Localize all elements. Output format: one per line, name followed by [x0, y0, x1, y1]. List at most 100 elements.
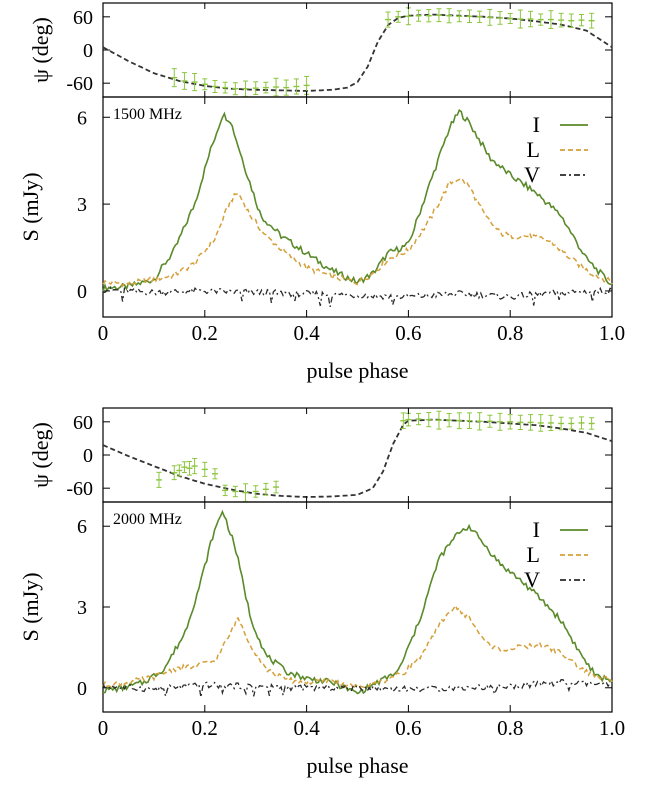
- pa-data-point: [415, 9, 422, 22]
- pa-data-point: [517, 9, 524, 29]
- legend-label-I: I: [533, 112, 540, 137]
- pa-ytick-label: 0: [83, 445, 93, 467]
- xtick-label: 0.6: [395, 321, 421, 345]
- pa-data-point: [547, 414, 554, 432]
- xtick-label: 0.4: [293, 716, 320, 740]
- series-I-line: [102, 108, 613, 293]
- xtick-label: 0: [98, 716, 109, 740]
- pa-data-point: [527, 10, 534, 28]
- legend-label-V: V: [524, 567, 540, 592]
- legend-label-L: L: [527, 137, 540, 162]
- pa-data-point: [476, 412, 483, 431]
- xtick-label: 0.2: [192, 716, 218, 740]
- pa-ytick-label: -60: [66, 73, 93, 95]
- flux-ylabel: S (mJy): [18, 572, 43, 641]
- xtick-label: 1.0: [599, 716, 625, 740]
- pa-data-point: [181, 72, 188, 90]
- pa-ytick-label: 60: [73, 7, 93, 29]
- legend: ILV: [524, 112, 588, 187]
- pa-data-point: [435, 410, 442, 430]
- flux-ytick-label: 6: [77, 516, 87, 538]
- legend: ILV: [524, 517, 588, 592]
- pa-data-point: [466, 9, 473, 24]
- pa-data-point: [293, 78, 300, 95]
- pa-panel-frame: [102, 2, 613, 98]
- pa-data-point: [425, 412, 432, 428]
- pa-data-point: [578, 13, 585, 27]
- pa-data-point: [191, 73, 198, 92]
- pa-data-point: [201, 461, 208, 477]
- pa-data-point: [273, 77, 280, 97]
- pa-data-point: [262, 81, 269, 94]
- xtick-label: 0.4: [293, 321, 320, 345]
- xtick-label: 1.0: [599, 321, 625, 345]
- pa-data-point: [588, 417, 595, 430]
- pa-data-point: [400, 412, 407, 430]
- pa-data-point: [405, 7, 412, 26]
- series-I-line: [102, 509, 613, 695]
- pa-data-point: [517, 414, 524, 431]
- pa-data-point: [242, 483, 249, 502]
- pa-panel-frame: [102, 407, 613, 503]
- xtick-label: 0.8: [497, 716, 523, 740]
- pa-data-point: [222, 484, 229, 497]
- frequency-label: 1500 MHz: [113, 106, 182, 123]
- pa-ylabel: ψ (deg): [28, 422, 53, 488]
- pa-data-point: [497, 412, 504, 431]
- pa-data-point: [155, 471, 162, 488]
- series-L-line: [102, 604, 613, 691]
- pa-data-point: [222, 81, 229, 94]
- series-V-line: [102, 679, 613, 699]
- pa-data-point: [415, 412, 422, 426]
- pa-data-point: [425, 9, 432, 23]
- pa-data-point: [405, 412, 412, 427]
- pa-data-point: [181, 461, 188, 474]
- flux-panel-frame: [102, 96, 613, 318]
- pa-ytick-label: 60: [73, 412, 93, 434]
- pa-data-point: [446, 8, 453, 24]
- pa-data-point: [242, 80, 249, 97]
- pa-data-point: [446, 412, 453, 428]
- pa-data-point: [497, 11, 504, 25]
- pa-data-point: [435, 8, 442, 23]
- pa-data-point: [252, 485, 259, 498]
- xtick-label: 0.6: [395, 716, 421, 740]
- xtick-label: 0.2: [192, 321, 218, 345]
- pa-data-point: [232, 82, 239, 96]
- frequency-label: 2000 MHz: [113, 511, 182, 528]
- pa-ylabel: ψ (deg): [28, 17, 53, 83]
- flux-ytick-label: 6: [77, 107, 87, 129]
- pa-data-point: [547, 10, 554, 29]
- pa-data-point: [558, 12, 565, 28]
- xtick-label: 0.8: [497, 321, 523, 345]
- pa-data-point: [486, 414, 493, 428]
- pa-data-point: [486, 8, 493, 26]
- pa-data-point: [527, 414, 534, 431]
- pa-data-point: [537, 13, 544, 26]
- legend-label-I: I: [533, 517, 540, 542]
- pa-data-point: [568, 417, 575, 430]
- pa-data-point: [171, 68, 178, 88]
- legend-label-L: L: [527, 542, 540, 567]
- pa-data-point: [507, 414, 514, 430]
- pa-data-point: [211, 79, 218, 94]
- pa-model-curve: [102, 418, 613, 498]
- pa-data-point: [232, 485, 239, 498]
- pa-data-point: [211, 468, 218, 480]
- pa-data-point: [191, 457, 198, 475]
- legend-label-V: V: [524, 162, 540, 187]
- xtick-label: 0: [98, 321, 109, 345]
- pa-data-point: [385, 11, 392, 28]
- pa-data-point: [507, 12, 514, 25]
- pa-ytick-label: 0: [83, 40, 93, 62]
- pa-model-curve: [102, 13, 613, 92]
- pa-data-point: [395, 10, 402, 23]
- series-V-line: [102, 285, 613, 308]
- pa-data-point: [201, 78, 208, 91]
- pa-data-point: [588, 12, 595, 29]
- series-L-line: [102, 177, 613, 288]
- xlabel: pulse phase: [306, 358, 408, 383]
- pa-data-point: [476, 10, 483, 23]
